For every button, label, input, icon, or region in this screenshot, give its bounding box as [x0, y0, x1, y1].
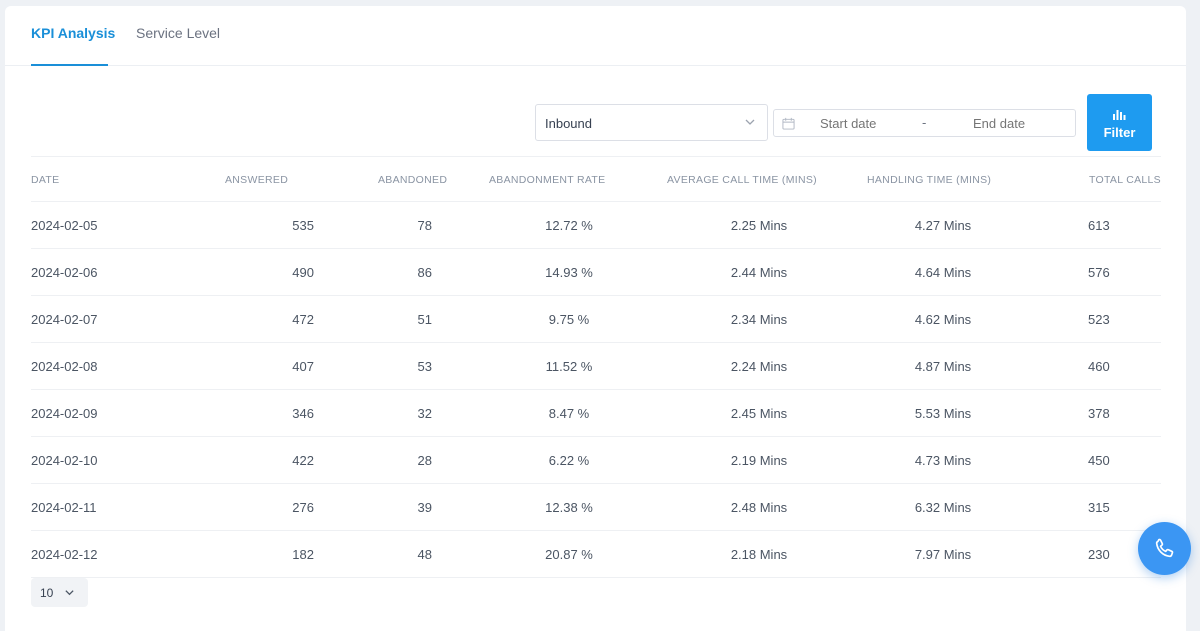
page-size-value: 10	[40, 586, 54, 600]
cell-total-calls: 378	[1088, 406, 1110, 421]
cell-abandoned: 48	[417, 547, 432, 562]
cell-average-call-time: 2.34 Mins	[730, 312, 788, 327]
date-range-separator: -	[922, 115, 927, 130]
tab-kpi-analysis[interactable]: KPI Analysis	[31, 25, 116, 41]
cell-abandonment-rate: 12.38 %	[545, 500, 593, 515]
phone-icon	[1155, 538, 1174, 558]
column-header-abandoned[interactable]: ABANDONED	[378, 174, 448, 186]
column-header-handling-time[interactable]: HANDLING TIME (MINS)	[867, 174, 992, 186]
cell-answered: 490	[292, 265, 314, 280]
cell-average-call-time: 2.25 Mins	[730, 218, 788, 233]
cell-total-calls: 460	[1088, 359, 1110, 374]
cell-date: 2024-02-11	[31, 500, 97, 515]
column-header-answered[interactable]: ANSWERED	[225, 174, 289, 186]
start-date-input[interactable]	[820, 116, 930, 131]
cell-date: 2024-02-05	[31, 218, 98, 233]
cell-handling-time: 4.73 Mins	[914, 453, 972, 468]
cell-average-call-time: 2.18 Mins	[730, 547, 788, 562]
cell-total-calls: 576	[1088, 265, 1110, 280]
cell-handling-time: 4.64 Mins	[914, 265, 972, 280]
cell-average-call-time: 2.45 Mins	[730, 406, 788, 421]
cell-date: 2024-02-10	[31, 453, 98, 468]
cell-date: 2024-02-08	[31, 359, 98, 374]
table-row[interactable]: 2024-02-06 490 86 14.93 % 2.44 Mins 4.64 Mins…	[31, 249, 1161, 296]
kpi-card: KPI Analysis Service Level Inbound - Fil…	[5, 6, 1186, 631]
column-header-abandonment-rate[interactable]: ABANDONMENT RATE	[489, 174, 606, 186]
cell-abandoned: 39	[417, 500, 432, 515]
cell-total-calls: 315	[1088, 500, 1110, 515]
cell-total-calls: 523	[1088, 312, 1110, 327]
cell-answered: 472	[292, 312, 314, 327]
end-date-input[interactable]	[973, 116, 1073, 131]
cell-date: 2024-02-06	[31, 265, 98, 280]
tab-service-level[interactable]: Service Level	[136, 25, 221, 41]
tab-bar: KPI Analysis Service Level	[5, 6, 1186, 66]
calendar-icon	[782, 117, 795, 130]
table-row[interactable]: 2024-02-11 276 39 12.38 % 2.48 Mins 6.32 Mins…	[31, 484, 1161, 531]
table-row[interactable]: 2024-02-09 346 32 8.47 % 2.45 Mins 5.53 Mins 3…	[31, 390, 1161, 437]
cell-abandonment-rate: 11.52 %	[545, 359, 593, 374]
cell-abandoned: 28	[417, 453, 432, 468]
table-row[interactable]: 2024-02-12 182 48 20.87 % 2.18 Mins 7.97 Mins…	[31, 531, 1161, 578]
direction-select-value: Inbound	[545, 116, 592, 131]
cell-abandoned: 78	[417, 218, 432, 233]
cell-abandonment-rate: 14.93 %	[545, 265, 593, 280]
cell-abandonment-rate: 12.72 %	[545, 218, 593, 233]
cell-abandonment-rate: 8.47 %	[548, 406, 590, 421]
cell-answered: 535	[292, 218, 314, 233]
cell-abandonment-rate: 9.75 %	[548, 312, 590, 327]
cell-handling-time: 7.97 Mins	[914, 547, 972, 562]
cell-abandonment-rate: 20.87 %	[545, 547, 593, 562]
filter-button-label: Filter	[1103, 125, 1136, 140]
page-scrollbar[interactable]	[1189, 0, 1200, 631]
table-header: DATE ANSWERED ABANDONED ABANDONMENT RATE…	[31, 156, 1161, 202]
cell-answered: 407	[292, 359, 314, 374]
cell-average-call-time: 2.44 Mins	[730, 265, 788, 280]
cell-average-call-time: 2.24 Mins	[730, 359, 788, 374]
cell-handling-time: 6.32 Mins	[914, 500, 972, 515]
kpi-table: DATE ANSWERED ABANDONED ABANDONMENT RATE…	[31, 156, 1161, 578]
chevron-down-icon	[65, 590, 74, 596]
date-range-picker[interactable]: -	[773, 109, 1076, 137]
cell-answered: 422	[292, 453, 314, 468]
cell-handling-time: 4.62 Mins	[914, 312, 972, 327]
table-row[interactable]: 2024-02-05 535 78 12.72 % 2.25 Mins 4.27 Mins…	[31, 202, 1161, 249]
call-button[interactable]	[1138, 522, 1191, 575]
cell-date: 2024-02-07	[31, 312, 98, 327]
chevron-down-icon	[745, 119, 755, 125]
column-header-total-calls[interactable]: TOTAL CALLS	[1089, 174, 1161, 186]
cell-handling-time: 4.87 Mins	[914, 359, 972, 374]
table-row[interactable]: 2024-02-08 407 53 11.52 % 2.24 Mins 4.87 Mins…	[31, 343, 1161, 390]
cell-total-calls: 613	[1088, 218, 1110, 233]
cell-answered: 346	[292, 406, 314, 421]
filter-button[interactable]: Filter	[1087, 94, 1152, 151]
cell-answered: 276	[292, 500, 314, 515]
active-tab-indicator	[31, 64, 108, 66]
column-header-average-call-time[interactable]: AVERAGE CALL TIME (MINS)	[667, 174, 817, 186]
cell-abandoned: 51	[417, 312, 432, 327]
cell-abandoned: 86	[417, 265, 432, 280]
column-header-date[interactable]: DATE	[31, 174, 60, 186]
cell-abandoned: 32	[417, 406, 432, 421]
cell-abandonment-rate: 6.22 %	[548, 453, 590, 468]
cell-abandoned: 53	[417, 359, 432, 374]
bar-chart-icon	[1113, 110, 1126, 120]
cell-total-calls: 230	[1088, 547, 1110, 562]
cell-average-call-time: 2.48 Mins	[730, 500, 788, 515]
page-size-select[interactable]: 10	[31, 578, 88, 607]
cell-handling-time: 5.53 Mins	[914, 406, 972, 421]
cell-date: 2024-02-09	[31, 406, 98, 421]
cell-handling-time: 4.27 Mins	[914, 218, 972, 233]
cell-date: 2024-02-12	[31, 547, 98, 562]
direction-select[interactable]: Inbound	[535, 104, 768, 141]
cell-answered: 182	[292, 547, 314, 562]
table-row[interactable]: 2024-02-10 422 28 6.22 % 2.19 Mins 4.73 Mins 4…	[31, 437, 1161, 484]
table-row[interactable]: 2024-02-07 472 51 9.75 % 2.34 Mins 4.62 Mins 5…	[31, 296, 1161, 343]
cell-average-call-time: 2.19 Mins	[730, 453, 788, 468]
cell-total-calls: 450	[1088, 453, 1110, 468]
